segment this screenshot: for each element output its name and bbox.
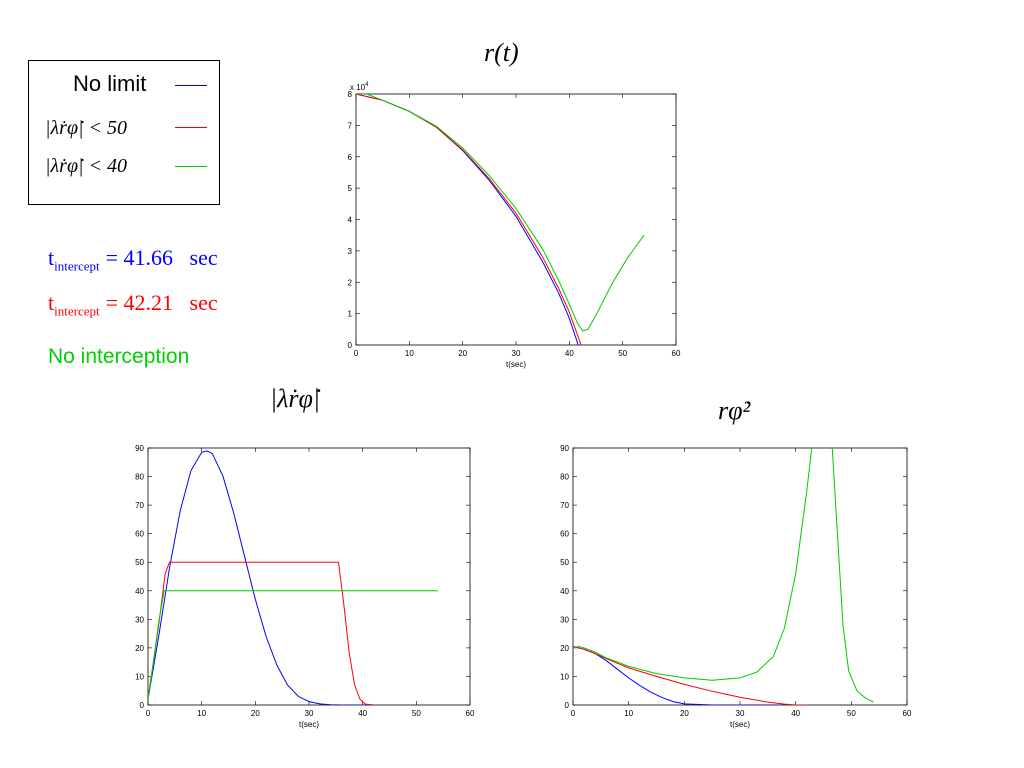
y-tick-label: 8: [348, 90, 353, 99]
y-tick-label: 3: [348, 247, 353, 256]
x-tick-label: 0: [571, 709, 576, 718]
x-tick-label: 40: [565, 349, 574, 358]
x-tick-label: 40: [358, 709, 367, 718]
plot-frame: [572, 447, 908, 706]
x-tick-label: 60: [466, 709, 475, 718]
legend-line-green: [175, 166, 207, 167]
y-tick-label: 20: [560, 644, 569, 653]
y-tick-label: 90: [560, 444, 569, 453]
y-tick-label: 60: [135, 530, 144, 539]
y-tick-label: 7: [348, 121, 353, 130]
y-tick-label: 60: [560, 530, 569, 539]
y-tick-label: 10: [560, 672, 569, 681]
y-tick-label: 2: [348, 278, 353, 287]
y-tick-label: 4: [348, 216, 353, 225]
legend-item-no-limit: No limit: [73, 69, 146, 99]
top-chart-title: r(t): [484, 38, 519, 67]
x-tick-label: 50: [412, 709, 421, 718]
x-tick-label: 10: [405, 349, 414, 358]
series-line-1: [148, 561, 375, 705]
intercept-value: = 41.66 sec: [105, 245, 218, 270]
y-tick-label: 80: [560, 473, 569, 482]
x-axis-label: t(sec): [299, 720, 319, 729]
x-tick-label: 50: [618, 349, 627, 358]
series-group: [356, 94, 645, 345]
series-group: [148, 450, 438, 705]
y-tick-label: 70: [560, 501, 569, 510]
x-tick-label: 20: [680, 709, 689, 718]
x-tick-label: 20: [458, 349, 467, 358]
y-tick-label: 80: [135, 473, 144, 482]
series-line-0: [148, 450, 372, 705]
x-axis-label: t(sec): [730, 720, 750, 729]
x-tick-label: 10: [197, 709, 206, 718]
plot-frame: [355, 93, 677, 346]
y-tick-label: 1: [348, 310, 353, 319]
y-multiplier-label: x 104: [350, 82, 369, 92]
intercept-time-limit-50: tintercept = 42.21 sec: [48, 290, 218, 319]
y-tick-label: 50: [560, 558, 569, 567]
y-tick-label: 6: [348, 153, 353, 162]
chart-r-phidot-squared: 0 10 20 30 40 50 60 0 10 20 30 40 50 60 70 80 90 t(sec): [560, 444, 912, 729]
x-tick-label: 20: [251, 709, 260, 718]
no-interception-label: No interception: [48, 345, 190, 368]
x-tick-label: 0: [146, 709, 151, 718]
legend: No limit |λṙφ̇| < 50 |λṙφ̇| < 40: [28, 60, 220, 205]
legend-item-limit-50: |λṙφ̇| < 50: [45, 113, 127, 143]
x-tick-label: 30: [512, 349, 521, 358]
intercept-symbol: tintercept: [48, 245, 100, 274]
series-group: [573, 448, 874, 705]
plot-frame: [147, 447, 471, 706]
series-line-2: [148, 590, 438, 700]
y-tick-label: 20: [135, 644, 144, 653]
series-line-1: [356, 94, 582, 345]
intercept-symbol: tintercept: [48, 290, 100, 319]
series-line-0: [356, 94, 579, 345]
x-tick-label: 30: [305, 709, 314, 718]
y-tick-label: 0: [565, 701, 570, 710]
x-tick-label: 30: [736, 709, 745, 718]
intercept-time-no-limit: tintercept = 41.66 sec: [48, 245, 218, 274]
y-tick-label: 30: [135, 615, 144, 624]
y-tick-label: 0: [140, 701, 145, 710]
x-tick-label: 60: [903, 709, 912, 718]
y-tick-label: 40: [135, 587, 144, 596]
legend-label: No limit: [73, 71, 147, 96]
chart-lambda-rdot-phidot: 0 10 20 30 40 50 60 0 10 20 30 40 50 60 70 80 90 t(sec): [135, 444, 475, 729]
x-tick-label: 40: [791, 709, 800, 718]
legend-line-blue: [175, 85, 207, 86]
legend-item-limit-40: |λṙφ̇| < 40: [45, 151, 127, 181]
x-tick-label: 60: [672, 349, 681, 358]
series-line-2: [356, 94, 645, 332]
bottom-left-chart-title: |λṙφ̇|: [270, 384, 321, 413]
legend-label: |λṙφ̇| < 40: [45, 154, 128, 177]
x-tick-label: 10: [624, 709, 633, 718]
x-tick-label: 0: [354, 349, 359, 358]
y-tick-label: 90: [135, 444, 144, 453]
legend-line-red: [175, 127, 207, 128]
intercept-value: = 42.21 sec: [105, 290, 218, 315]
y-tick-label: 50: [135, 558, 144, 567]
y-tick-label: 5: [348, 184, 353, 193]
legend-label: |λṙφ̇| < 50: [45, 116, 128, 139]
chart-r-of-t: 0 10 20 30 40 50 60 0 1 2 3 4 5 6 7 8 t(sec) x 104: [348, 82, 681, 369]
y-tick-label: 0: [348, 341, 353, 350]
y-tick-label: 10: [135, 672, 144, 681]
series-line-1: [573, 646, 807, 705]
x-tick-label: 50: [847, 709, 856, 718]
series-line-2: [573, 448, 874, 703]
bottom-right-chart-title: rφ̇²: [718, 396, 751, 425]
series-line-0: [573, 646, 796, 705]
y-tick-label: 30: [560, 615, 569, 624]
y-tick-label: 70: [135, 501, 144, 510]
x-axis-label: t(sec): [506, 360, 526, 369]
y-tick-label: 40: [560, 587, 569, 596]
